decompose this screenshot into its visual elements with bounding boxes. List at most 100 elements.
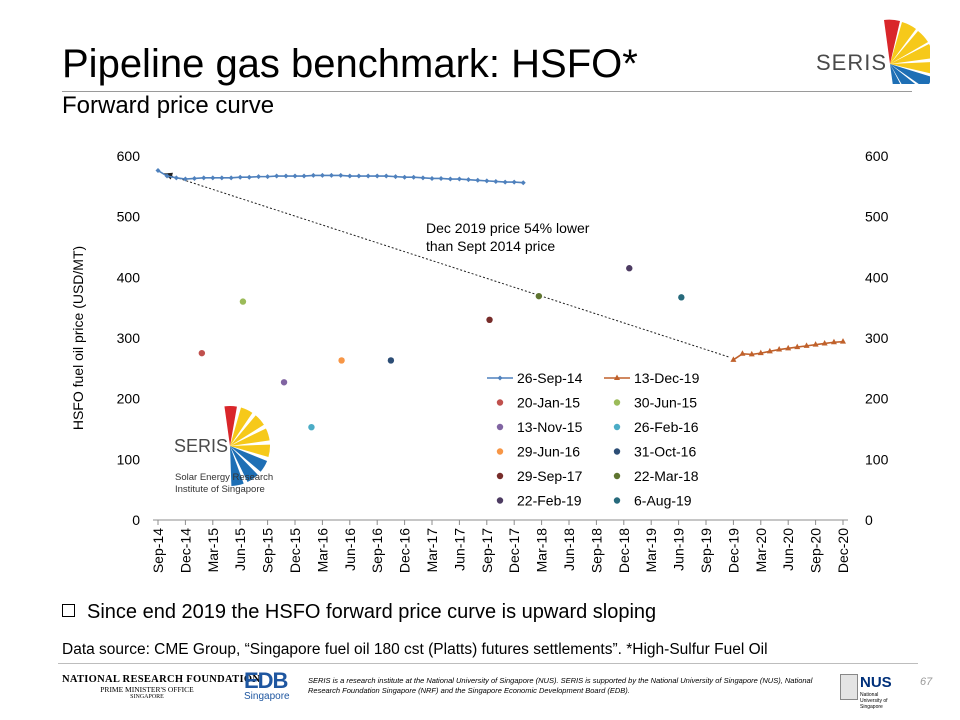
nus-crest-icon xyxy=(840,674,858,700)
data-point xyxy=(456,176,462,182)
data-point xyxy=(830,338,837,345)
data-point-20-Jan-15 xyxy=(198,349,206,357)
data-point xyxy=(411,174,417,180)
footer-disclaimer: SERIS is a research institute at the Nat… xyxy=(308,676,813,695)
legend-swatch-dot xyxy=(496,448,504,455)
data-point xyxy=(812,341,819,347)
data-point xyxy=(730,356,737,362)
y-axis-label: HSFO fuel oil price (USD/MT) xyxy=(70,246,86,430)
x-tick-label: Dec-18 xyxy=(616,528,632,573)
x-tick-label: Sep-17 xyxy=(479,528,495,573)
x-tick-label: Dec-20 xyxy=(835,528,851,573)
data-point xyxy=(475,177,481,183)
title-divider xyxy=(62,91,912,92)
data-point xyxy=(493,178,499,184)
legend-label: 29-Jun-16 xyxy=(517,444,580,460)
y-tick-label-left: 200 xyxy=(117,391,141,407)
data-point xyxy=(484,178,490,184)
data-point-29-Sep-17 xyxy=(486,316,493,323)
data-point xyxy=(511,179,517,185)
x-tick-label: Mar-17 xyxy=(424,528,440,573)
x-tick-label: Jun-20 xyxy=(780,528,796,571)
legend-swatch-dot xyxy=(613,472,621,480)
inner-logo-wedge xyxy=(230,446,258,482)
data-point xyxy=(246,174,252,180)
legend-label: 26-Feb-16 xyxy=(634,419,699,435)
data-point-22-Feb-19 xyxy=(626,265,633,272)
x-tick-label: Jun-16 xyxy=(342,528,358,571)
legend-swatch-marker xyxy=(614,374,620,380)
inner-logo-wedge xyxy=(230,446,244,486)
data-point xyxy=(173,175,179,181)
y-tick-label-right: 400 xyxy=(865,269,889,285)
x-axis: Sep-14 Dec-14 Mar-15 Jun-15 Sep-15 Dec-15 Mar-… xyxy=(150,519,851,573)
chart-legend: 26-Sep-14 13-Dec-19 20-Jan-15 30-Jun-15 13-N… xyxy=(487,370,700,509)
data-point xyxy=(393,174,399,180)
data-point xyxy=(438,175,444,181)
data-point xyxy=(748,350,755,357)
x-tick-label: Sep-18 xyxy=(588,528,604,573)
y-axis-right: 0 100 200 300 400 500 600 xyxy=(865,148,889,528)
data-point xyxy=(210,175,216,181)
inner-logo-wedge xyxy=(230,407,253,446)
data-point xyxy=(328,172,334,178)
data-point xyxy=(182,176,188,182)
legend-label: 29-Sep-17 xyxy=(517,468,583,484)
data-point xyxy=(757,349,764,356)
data-point xyxy=(465,177,471,183)
data-point xyxy=(429,175,435,181)
x-tick-label: Jun-18 xyxy=(561,528,577,571)
data-point xyxy=(383,173,389,179)
x-tick-label: Mar-15 xyxy=(205,528,221,573)
annotation-line-2: than Sept 2014 price xyxy=(426,238,555,254)
inner-logo-wedge xyxy=(224,406,237,446)
legend-label: 6-Aug-19 xyxy=(634,493,692,509)
y-tick-label-left: 500 xyxy=(117,209,141,225)
x-tick-label: Dec-16 xyxy=(397,528,413,573)
data-point xyxy=(228,175,234,181)
data-point xyxy=(821,339,828,346)
y-tick-label-right: 0 xyxy=(865,512,873,528)
page-subtitle: Forward price curve xyxy=(62,92,275,119)
legend-label: 20-Jan-15 xyxy=(517,395,580,411)
data-point xyxy=(840,338,846,344)
y-axis-left: 0 100 200 300 400 500 600 xyxy=(117,148,141,528)
x-tick-label: Jun-15 xyxy=(232,528,248,571)
legend-swatch-dot xyxy=(613,497,621,504)
y-tick-label-left: 300 xyxy=(117,330,141,346)
data-point xyxy=(739,350,746,356)
footer-divider xyxy=(58,663,918,664)
annotation-line-1: Dec 2019 price 54% lower xyxy=(426,220,590,236)
x-tick-label: Sep-14 xyxy=(150,528,166,573)
bullet-point: Since end 2019 the HSFO forward price cu… xyxy=(62,600,656,624)
data-point xyxy=(155,168,161,174)
data-point xyxy=(310,172,316,178)
x-tick-label: Sep-15 xyxy=(260,528,276,573)
legend-label: 30-Jun-15 xyxy=(634,395,697,411)
inner-logo-wedge xyxy=(230,444,270,458)
data-point xyxy=(766,347,773,354)
data-point xyxy=(374,173,380,179)
edb-logo-subtext: Singapore xyxy=(244,691,290,702)
legend-swatch-dot xyxy=(496,497,504,504)
data-point xyxy=(402,174,408,180)
data-point xyxy=(301,173,307,179)
x-tick-label: Dec-14 xyxy=(177,528,193,573)
nrf-logo-line-1: NATIONAL RESEARCH FOUNDATION xyxy=(62,674,261,685)
legend-swatch-dot xyxy=(613,448,621,455)
legend-label: 22-Feb-19 xyxy=(517,493,582,509)
data-point-6-Aug-19 xyxy=(678,294,685,301)
data-point xyxy=(785,344,792,351)
edb-logo-text: EDB xyxy=(244,668,288,693)
legend-swatch-dot xyxy=(496,399,504,406)
x-tick-label: Mar-16 xyxy=(314,528,330,573)
x-tick-label: Sep-19 xyxy=(698,528,714,573)
page-number: 67 xyxy=(920,676,933,688)
annotation-arrow-line xyxy=(163,173,729,358)
inner-logo-line-1: Solar Energy Research xyxy=(175,472,273,483)
data-point xyxy=(356,173,362,179)
data-point xyxy=(347,173,353,179)
x-tick-label: Jun-17 xyxy=(451,528,467,571)
data-point xyxy=(219,175,225,181)
